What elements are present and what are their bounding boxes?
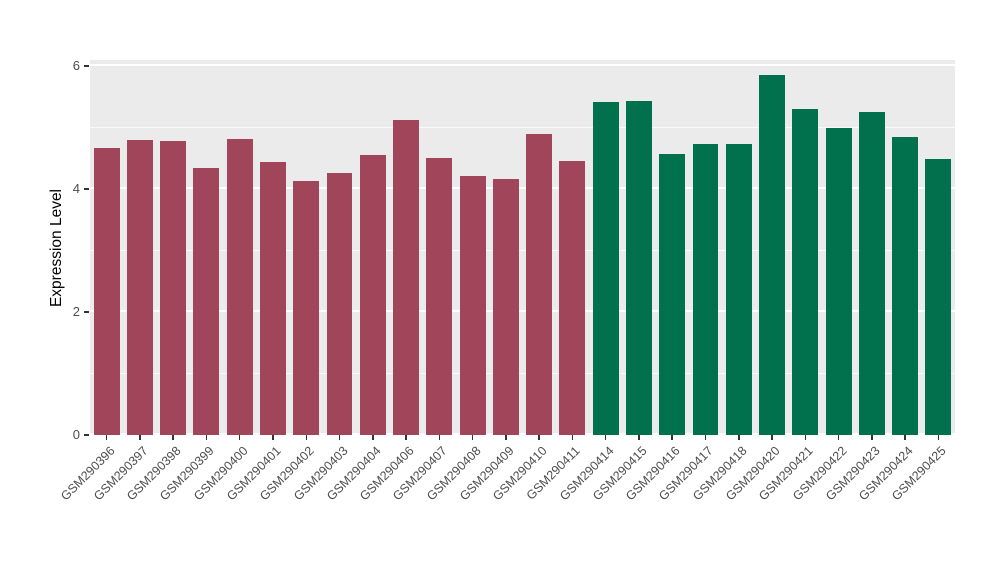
x-tick-mark	[671, 435, 673, 440]
bar-GSM290406	[393, 120, 420, 435]
x-tick-mark	[338, 435, 341, 440]
y-axis-title: Expression Level	[48, 188, 65, 308]
x-tick-mark	[871, 435, 873, 440]
x-tick-mark	[771, 435, 773, 440]
x-tick-mark	[904, 435, 906, 440]
bars-container	[90, 60, 955, 435]
bar-GSM290418	[725, 144, 752, 435]
y-tick-label: 0	[72, 427, 80, 442]
x-tick-mark	[505, 435, 507, 440]
x-tick-mark	[937, 435, 940, 440]
bar-GSM290424	[892, 137, 919, 435]
x-tick-mark	[538, 435, 540, 440]
major-gridline	[90, 310, 955, 313]
y-tick-label: 4	[72, 181, 80, 197]
minor-gridline	[90, 249, 955, 251]
x-tick-mark	[272, 435, 274, 440]
major-gridline	[90, 187, 955, 190]
minor-gridline	[90, 372, 955, 374]
x-tick-mark	[305, 435, 307, 440]
y-tick-mark	[84, 434, 89, 436]
bar-GSM290408	[459, 175, 486, 435]
x-tick-mark	[471, 435, 474, 440]
bar-GSM290423	[858, 112, 885, 435]
x-tick-mark	[571, 435, 574, 440]
major-gridline	[90, 64, 955, 67]
bar-GSM290421	[792, 108, 819, 435]
bar-GSM290396	[93, 147, 120, 435]
y-tick-label: 2	[72, 304, 80, 320]
plot-panel	[90, 60, 955, 435]
x-tick-mark	[738, 435, 740, 440]
y-tick-mark	[84, 65, 89, 67]
bar-GSM290422	[825, 127, 852, 435]
bar-GSM290407	[426, 158, 453, 435]
bar-GSM290416	[659, 154, 686, 435]
x-tick-mark	[139, 435, 141, 440]
x-tick-mark	[105, 435, 108, 440]
bar-GSM290399	[193, 167, 220, 435]
x-tick-mark	[837, 435, 840, 440]
x-tick-mark	[405, 435, 407, 440]
bar-GSM290401	[260, 162, 286, 435]
y-tick-label: 6	[72, 58, 80, 74]
x-tick-mark	[172, 435, 174, 440]
major-gridline	[90, 433, 955, 435]
bar-GSM290400	[226, 138, 253, 435]
y-tick-mark	[84, 311, 89, 313]
bar-GSM290409	[492, 178, 519, 435]
y-tick-mark	[84, 188, 89, 190]
x-tick-mark	[438, 435, 441, 440]
bar-GSM290425	[925, 158, 952, 435]
x-tick-mark	[205, 435, 208, 440]
x-tick-mark	[804, 435, 807, 440]
bar-GSM290402	[293, 181, 320, 435]
bar-GSM290398	[160, 141, 187, 435]
bar-GSM290403	[326, 173, 353, 435]
x-tick-mark	[638, 435, 640, 440]
bar-GSM290414	[592, 102, 619, 435]
bar-GSM290420	[759, 74, 785, 435]
minor-gridline	[90, 126, 955, 128]
x-tick-mark	[372, 435, 374, 440]
x-tick-mark	[704, 435, 707, 440]
x-tick-mark	[604, 435, 607, 440]
bar-GSM290397	[126, 139, 153, 435]
bar-GSM290410	[526, 134, 553, 435]
bar-GSM290404	[359, 155, 386, 435]
x-tick-mark	[238, 435, 241, 440]
bar-GSM290415	[625, 100, 652, 435]
bar-GSM290417	[692, 143, 719, 435]
bar-GSM290411	[559, 160, 586, 435]
